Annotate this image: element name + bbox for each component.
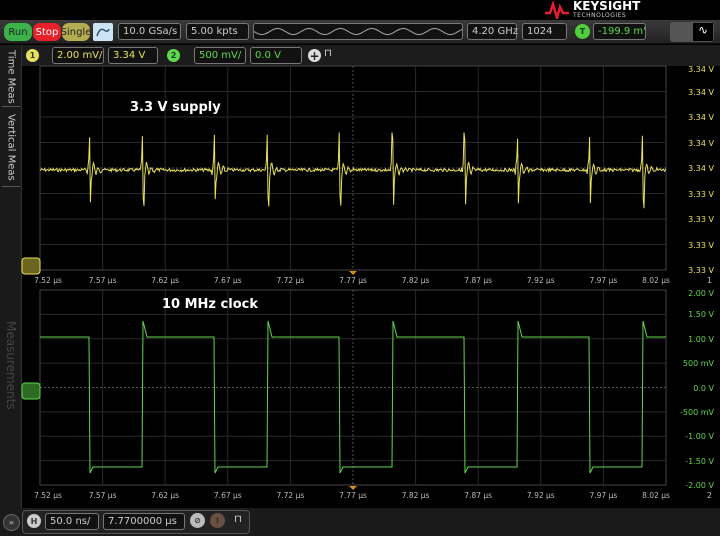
y-axis-label: 3.33 V xyxy=(688,266,714,275)
y-axis-label: -1.50 V xyxy=(685,456,714,466)
horizontal-scale[interactable]: 50.0 ns/ xyxy=(45,513,99,530)
channel-row: 1 2.00 mV/ 3.34 V 2 500 mV/ 0.0 V + ⊓ xyxy=(22,45,720,66)
trigger-level[interactable]: -199.9 m' xyxy=(593,23,646,40)
time-axis-label: 7.62 µs xyxy=(151,276,180,285)
channel1-offset[interactable]: 3.34 V xyxy=(108,47,158,64)
y-axis-label: 3.33 V xyxy=(688,240,714,250)
plot2-annotation: 10 MHz clock xyxy=(162,297,258,312)
channel2-ground-marker xyxy=(21,382,41,400)
time-axis-label: 8.02 µs xyxy=(642,276,670,285)
y-axis-label: 500 mV xyxy=(682,359,714,369)
waveform-menu-button[interactable]: ∿ xyxy=(670,22,714,42)
trigger-position-marker xyxy=(349,486,357,490)
toolbar: Run Stop Single 10.0 GSa/s 5.00 kpts 4.2… xyxy=(0,20,720,44)
y-axis-label: 1.50 V xyxy=(688,310,714,320)
time-axis-label: 7.62 µs xyxy=(151,491,180,500)
zoom-icon[interactable]: ⊘ xyxy=(190,513,205,528)
channel1-ground-marker xyxy=(21,257,41,275)
time-axis-label: 7.67 µs xyxy=(213,491,242,500)
horizontal-position[interactable]: 7.7700000 µs xyxy=(103,513,185,530)
y-axis-label: 3.34 V xyxy=(688,87,714,97)
time-axis-label: 7.92 µs xyxy=(526,491,555,500)
add-channel-icon[interactable]: + xyxy=(308,48,321,63)
plot-index: 2 xyxy=(706,491,712,500)
acquisition-mode[interactable] xyxy=(253,23,463,40)
y-axis-label: 3.33 V xyxy=(688,189,714,199)
reference-icon[interactable]: ⁞ xyxy=(210,513,225,528)
pin-icon[interactable]: ⊓ xyxy=(324,48,332,59)
time-axis-label: 7.57 µs xyxy=(88,491,117,500)
top-strip xyxy=(0,0,720,20)
single-button[interactable]: Single xyxy=(61,23,91,41)
waveform-add-icon: ∿ xyxy=(693,23,713,41)
channel2-offset[interactable]: 0.0 V xyxy=(250,47,302,64)
sample-rate[interactable]: 10.0 GSa/s xyxy=(118,23,181,40)
time-axis-label: 7.92 µs xyxy=(526,276,555,285)
tab-time-meas[interactable]: Time Meas xyxy=(2,47,20,107)
time-axis-label: 8.02 µs xyxy=(642,491,670,500)
time-axis-label: 7.67 µs xyxy=(213,276,242,285)
time-axis-label: 7.82 µs xyxy=(401,276,430,285)
time-axis-label: 7.52 µs xyxy=(34,276,62,285)
time-axis-label: 7.97 µs xyxy=(589,276,618,285)
averages[interactable]: 1024 xyxy=(522,23,567,40)
time-axis-label: 7.97 µs xyxy=(589,491,618,500)
brand-name: KEYSIGHT xyxy=(573,0,641,13)
bandwidth[interactable]: 4.20 GHz xyxy=(467,23,518,40)
plot1-annotation: 3.3 V supply xyxy=(130,100,221,115)
time-axis-label: 7.57 µs xyxy=(88,276,117,285)
sidebar: Time Meas Vertical Meas Measurements xyxy=(0,45,22,510)
sine-wave-icon xyxy=(254,27,462,36)
y-axis-label: 3.34 V xyxy=(688,138,714,148)
measurements-panel-label: Measurements xyxy=(4,320,18,410)
y-axis-label: 3.34 V xyxy=(688,113,714,122)
horizontal-bar: » H 50.0 ns/ 7.7700000 µs ⊘ ⁞ ⊓ xyxy=(0,508,720,536)
y-axis-label: -2.00 V xyxy=(685,481,714,490)
tab-vertical-meas[interactable]: Vertical Meas xyxy=(2,109,20,187)
keysight-logo: KEYSIGHT TECHNOLOGIES xyxy=(544,0,640,20)
expand-icon[interactable]: » xyxy=(3,514,20,531)
memory-depth[interactable]: 5.00 kpts xyxy=(186,23,249,40)
time-axis-label: 7.77 µs xyxy=(339,276,367,285)
channel2-scale[interactable]: 500 mV/ xyxy=(194,47,246,64)
trigger-position-marker xyxy=(349,271,357,275)
brand-sub: TECHNOLOGIES xyxy=(573,12,627,19)
time-axis-label: 7.82 µs xyxy=(401,491,430,500)
time-axis-label: 7.77 µs xyxy=(339,491,367,500)
y-axis-label: -1.00 V xyxy=(685,432,714,442)
horizontal-icon[interactable]: H xyxy=(27,514,41,528)
run-button[interactable]: Run xyxy=(4,23,32,41)
time-axis-label: 7.72 µs xyxy=(276,276,305,285)
time-axis-label: 7.87 µs xyxy=(464,491,493,500)
autoscale-icon xyxy=(96,28,110,37)
time-axis-label: 7.72 µs xyxy=(276,491,305,500)
y-axis-label: 3.33 V xyxy=(688,215,714,224)
y-axis-label: -500 mV xyxy=(680,407,714,417)
time-axis-label: 7.52 µs xyxy=(34,491,62,500)
y-axis-label: 1.00 V xyxy=(688,334,714,344)
pin-icon[interactable]: ⊓ xyxy=(234,514,242,525)
plot-index: 1 xyxy=(706,276,712,285)
trigger-icon[interactable]: T xyxy=(575,24,590,39)
channel1-waveform xyxy=(39,132,667,209)
y-axis-label: 3.34 V xyxy=(688,164,714,173)
y-axis-label: 0.0 V xyxy=(693,383,714,393)
channel1-scale[interactable]: 2.00 mV/ xyxy=(52,47,104,64)
stop-button[interactable]: Stop xyxy=(33,23,61,41)
channel2-waveform xyxy=(40,320,666,474)
sine-line xyxy=(254,27,462,36)
time-axis-label: 7.87 µs xyxy=(464,276,493,285)
y-axis-label: 3.34 V xyxy=(688,65,714,74)
keysight-wave-icon xyxy=(545,1,569,19)
channel2-icon[interactable]: 2 xyxy=(167,49,180,62)
y-axis-label: 2.00 V xyxy=(688,289,714,298)
channel1-icon[interactable]: 1 xyxy=(26,49,39,62)
autoscale-button[interactable] xyxy=(93,23,113,41)
